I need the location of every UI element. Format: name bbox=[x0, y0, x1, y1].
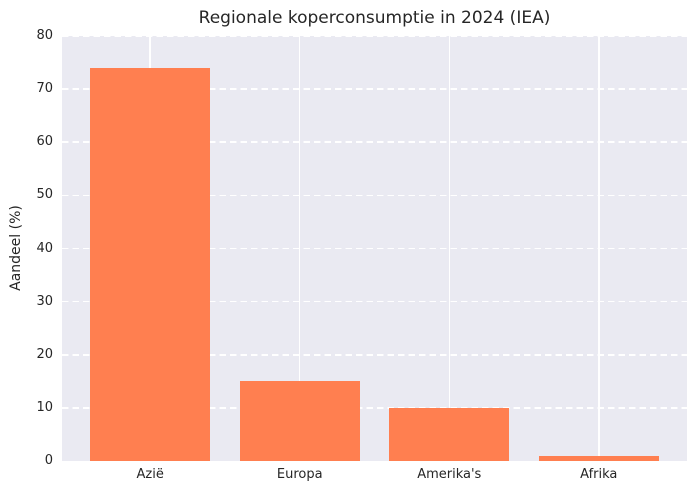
bar-afrika bbox=[538, 455, 659, 461]
y-tick-label-70: 70 bbox=[36, 81, 53, 97]
gridline-h-20 bbox=[62, 353, 687, 356]
gridline-v-europa bbox=[298, 36, 301, 461]
x-tick-label-amerika-s: Amerika's bbox=[417, 467, 482, 482]
y-tick-label-80: 80 bbox=[36, 28, 53, 43]
gridline-v-afrika bbox=[598, 36, 600, 461]
y-tick-label-40: 40 bbox=[36, 240, 53, 256]
gridline-h-10 bbox=[62, 407, 687, 409]
gridline-h-80 bbox=[62, 36, 687, 37]
gridline-h-60 bbox=[62, 141, 687, 144]
bar-europa bbox=[239, 381, 360, 461]
x-tick-label-azi: Azië bbox=[136, 467, 164, 482]
gridline-h-40 bbox=[62, 247, 687, 250]
x-tick-label-europa: Europa bbox=[276, 467, 323, 482]
y-tick-label-10: 10 bbox=[36, 399, 53, 415]
gridline-h-70 bbox=[62, 88, 687, 90]
x-tick-label-afrika: Afrika bbox=[580, 467, 618, 482]
plot-area bbox=[62, 36, 687, 461]
gridline-h-30 bbox=[62, 300, 687, 303]
y-tick-label-0: 0 bbox=[44, 453, 53, 468]
bar-amerika-s bbox=[389, 407, 510, 461]
gridline-h-50 bbox=[62, 194, 687, 197]
gridline-v-amerika-s bbox=[448, 36, 450, 461]
y-tick-label-30: 30 bbox=[36, 293, 53, 309]
bar-azi bbox=[90, 67, 211, 461]
y-tick-label-50: 50 bbox=[36, 187, 53, 203]
y-tick-label-20: 20 bbox=[36, 346, 53, 362]
chart-title: Regionale koperconsumptie in 2024 (IEA) bbox=[198, 8, 551, 28]
y-tick-label-60: 60 bbox=[36, 134, 53, 150]
